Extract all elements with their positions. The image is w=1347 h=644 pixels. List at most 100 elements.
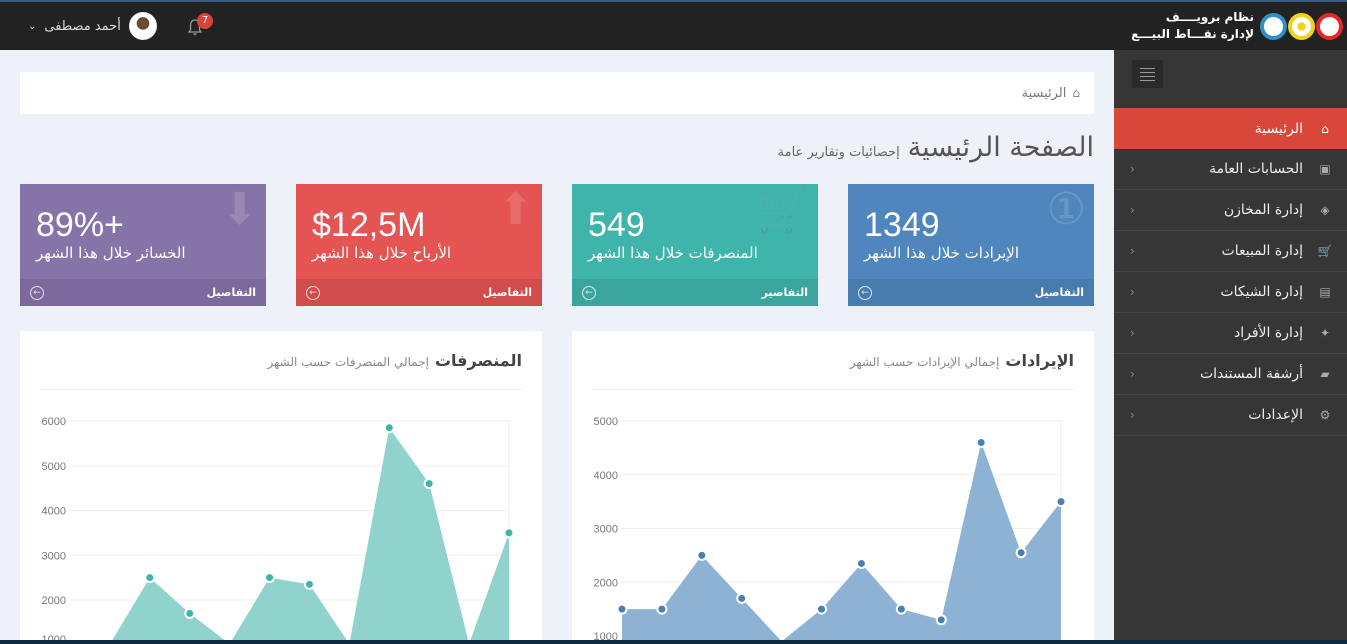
details-label: التفاصير bbox=[761, 286, 808, 299]
y-tick-label: 5000 bbox=[594, 416, 618, 428]
logo[interactable]: نظام برويــــف لإدارة نقـــاط البيـــع bbox=[1112, 2, 1347, 50]
data-point[interactable] bbox=[696, 549, 708, 561]
arrow-left-circle-icon: ← bbox=[306, 285, 320, 300]
sidebar-toggle-button[interactable] bbox=[1132, 60, 1163, 88]
revenue-chart-panel: الإيرادات إجمالي الإيرادات حسب الشهر 1000… bbox=[572, 331, 1094, 644]
sidebar-menu: ⌂ الرئيسية ▣ الحسابات العامة ‹ ◈ إدارة المخازن… bbox=[1114, 108, 1347, 436]
y-tick-label: 6000 bbox=[42, 416, 66, 428]
sidebar-item-0[interactable]: ⌂ الرئيسية bbox=[1114, 108, 1347, 149]
sidebar-item-label: إدارة الشيكات bbox=[1220, 284, 1303, 300]
data-point[interactable] bbox=[816, 603, 828, 615]
y-tick-label: 4000 bbox=[594, 470, 618, 482]
stat-label: الأرباح خلال هذا الشهر bbox=[312, 244, 452, 262]
chart-title: الإيرادات bbox=[1005, 351, 1074, 370]
stat-card-3: ⬇ 89%+ الخسائر خلال هذا الشهر ← التفاصيل bbox=[20, 184, 266, 306]
sidebar-item-5[interactable]: ✦ إدارة الأفراد ‹ bbox=[1114, 313, 1347, 354]
data-point[interactable] bbox=[383, 422, 395, 434]
list-alt-icon: ▤ bbox=[1319, 285, 1331, 299]
y-tick-label: 3000 bbox=[594, 524, 618, 536]
sidebar-item-7[interactable]: ⚙ الإعدادات ‹ bbox=[1114, 395, 1347, 436]
arrow-circle-down-icon: ⬇ bbox=[221, 184, 258, 235]
card-details-link[interactable]: ← التفاصير bbox=[572, 279, 818, 306]
logo-mark bbox=[1260, 12, 1343, 40]
card-details-link[interactable]: ← التفاصيل bbox=[848, 279, 1094, 306]
breadcrumb-home[interactable]: الرئيسية bbox=[1021, 85, 1067, 101]
y-tick-label: 3000 bbox=[42, 550, 66, 562]
sidebar-item-label: الحسابات العامة bbox=[1209, 161, 1303, 177]
data-point[interactable] bbox=[1055, 496, 1067, 508]
cubes-icon: ◈ bbox=[1320, 203, 1330, 217]
data-point[interactable] bbox=[736, 592, 748, 604]
user-name: أحمد مصطفى bbox=[44, 18, 121, 34]
data-point[interactable] bbox=[264, 572, 276, 584]
money-icon: ▣ bbox=[1319, 162, 1331, 176]
stat-value: $12,5M bbox=[312, 206, 426, 244]
y-tick-label: 2000 bbox=[594, 577, 618, 589]
area-series bbox=[70, 427, 509, 644]
details-label: التفاصيل bbox=[206, 286, 256, 299]
user-menu[interactable]: ⌄ أحمد مصطفى bbox=[28, 12, 157, 40]
cart-icon: 🛒 bbox=[1317, 244, 1333, 258]
sidebar-item-1[interactable]: ▣ الحسابات العامة ‹ bbox=[1114, 149, 1347, 190]
stat-value: 1349 bbox=[864, 206, 940, 244]
card-details-link[interactable]: ← التفاصيل bbox=[20, 279, 266, 306]
sidebar-item-4[interactable]: ▤ إدارة الشيكات ‹ bbox=[1114, 272, 1347, 313]
sidebar-item-label: إدارة المبيعات bbox=[1221, 243, 1303, 259]
chevron-left-icon: ‹ bbox=[1130, 326, 1135, 340]
data-point[interactable] bbox=[855, 557, 867, 569]
user-icon: ✦ bbox=[1319, 326, 1331, 340]
sidebar-item-6[interactable]: ▰ أرشفة المستندات ‹ bbox=[1114, 354, 1347, 395]
data-point[interactable] bbox=[1015, 547, 1027, 559]
home-icon: ⌂ bbox=[1321, 121, 1329, 136]
data-point[interactable] bbox=[423, 478, 435, 490]
y-tick-label: 2000 bbox=[42, 595, 66, 607]
chart-subtitle: إجمالي المنصرفات حسب الشهر bbox=[267, 355, 429, 369]
area-series bbox=[622, 442, 1061, 644]
page-subtitle: إحصائيات وتقارير عامة bbox=[777, 145, 900, 160]
sidebar: ⌂ الرئيسية ▣ الحسابات العامة ‹ ◈ إدارة المخازن… bbox=[1114, 50, 1347, 644]
card-details-link[interactable]: ← التفاصيل bbox=[296, 279, 542, 306]
arrow-left-circle-icon: ← bbox=[30, 285, 44, 300]
sidebar-item-2[interactable]: ◈ إدارة المخازن ‹ bbox=[1114, 190, 1347, 231]
chart-subtitle: إجمالي الإيرادات حسب الشهر bbox=[849, 355, 1000, 369]
data-point[interactable] bbox=[975, 437, 987, 448]
data-point[interactable] bbox=[184, 607, 196, 619]
home-icon: ⌂ bbox=[1072, 86, 1080, 100]
logo-circle-o bbox=[1288, 12, 1315, 40]
chevron-left-icon: ‹ bbox=[1130, 162, 1135, 176]
data-point[interactable] bbox=[503, 527, 515, 539]
avatar bbox=[128, 12, 157, 40]
folder-open-icon: ▰ bbox=[1320, 367, 1330, 381]
data-point[interactable] bbox=[895, 603, 907, 615]
cart-icon: 🛒 bbox=[755, 184, 810, 235]
top-navbar: نظام برويــــف لإدارة نقـــاط البيـــع ⌄… bbox=[0, 0, 1347, 50]
cogs-icon: ⚙ bbox=[1319, 408, 1331, 422]
arrow-left-circle-icon: ← bbox=[858, 285, 872, 300]
sidebar-item-3[interactable]: 🛒 إدارة المبيعات ‹ bbox=[1114, 231, 1347, 272]
chevron-left-icon: ‹ bbox=[1130, 367, 1135, 381]
expenses-chart: 1000 2000 3000 4000 5000 6000 bbox=[42, 416, 515, 644]
page-title: الصفحة الرئيسية bbox=[907, 132, 1094, 163]
logo-line-2: لإدارة نقـــاط البيـــع bbox=[1131, 27, 1254, 41]
logo-line-1: نظام برويــــف bbox=[1165, 10, 1254, 24]
expenses-chart-panel: المنصرفات إجمالي المنصرفات حسب الشهر 1000… bbox=[20, 331, 542, 644]
arrow-circle-up-icon: ⬆ bbox=[497, 184, 534, 235]
notification-badge: 7 bbox=[197, 13, 213, 29]
logo-text: نظام برويــــف لإدارة نقـــاط البيـــع bbox=[1131, 9, 1254, 43]
stat-label: الخسائر خلال هذا الشهر bbox=[36, 244, 186, 262]
data-point[interactable] bbox=[656, 603, 668, 615]
breadcrumb: ⌂ الرئيسية bbox=[20, 72, 1094, 114]
details-label: التفاصيل bbox=[482, 286, 532, 299]
money-icon: ① bbox=[1046, 184, 1086, 235]
arrow-left-circle-icon: ← bbox=[582, 285, 596, 300]
data-point[interactable] bbox=[303, 578, 315, 590]
details-label: التفاصيل bbox=[1034, 286, 1084, 299]
sidebar-item-label: الرئيسية bbox=[1254, 120, 1303, 137]
data-point[interactable] bbox=[144, 572, 156, 584]
data-point[interactable] bbox=[935, 614, 947, 626]
sidebar-item-label: أرشفة المستندات bbox=[1199, 366, 1303, 382]
data-point[interactable] bbox=[616, 603, 628, 615]
y-tick-label: 4000 bbox=[42, 506, 66, 518]
page-header: الصفحة الرئيسية إحصائيات وتقارير عامة bbox=[20, 132, 1094, 163]
